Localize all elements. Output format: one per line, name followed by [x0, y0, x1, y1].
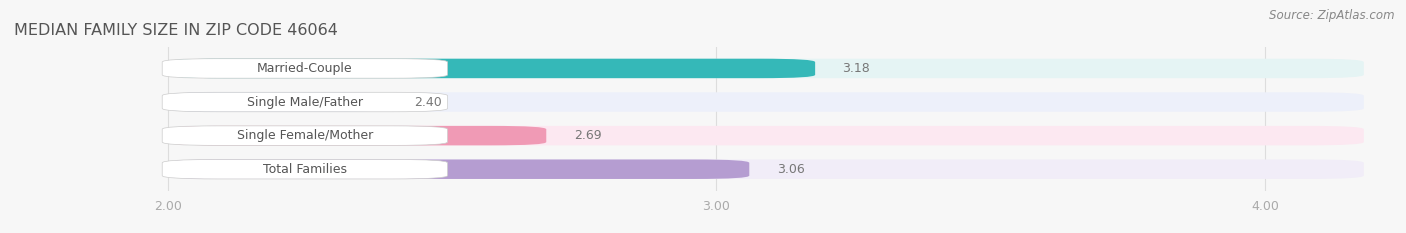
FancyBboxPatch shape [162, 126, 447, 145]
FancyBboxPatch shape [162, 159, 447, 179]
Text: 2.69: 2.69 [574, 129, 602, 142]
FancyBboxPatch shape [167, 159, 1364, 179]
FancyBboxPatch shape [167, 126, 1364, 145]
Text: 3.18: 3.18 [842, 62, 870, 75]
FancyBboxPatch shape [162, 59, 447, 78]
Text: Single Female/Mother: Single Female/Mother [236, 129, 373, 142]
Text: 3.06: 3.06 [776, 163, 804, 176]
FancyBboxPatch shape [167, 126, 547, 145]
Text: MEDIAN FAMILY SIZE IN ZIP CODE 46064: MEDIAN FAMILY SIZE IN ZIP CODE 46064 [14, 24, 337, 38]
FancyBboxPatch shape [167, 92, 387, 112]
Text: Total Families: Total Families [263, 163, 347, 176]
FancyBboxPatch shape [167, 59, 1364, 78]
Text: 2.40: 2.40 [415, 96, 443, 109]
FancyBboxPatch shape [167, 92, 1364, 112]
FancyBboxPatch shape [167, 159, 749, 179]
FancyBboxPatch shape [162, 92, 447, 112]
Text: Married-Couple: Married-Couple [257, 62, 353, 75]
FancyBboxPatch shape [167, 59, 815, 78]
Text: Source: ZipAtlas.com: Source: ZipAtlas.com [1270, 9, 1395, 22]
Text: Single Male/Father: Single Male/Father [247, 96, 363, 109]
